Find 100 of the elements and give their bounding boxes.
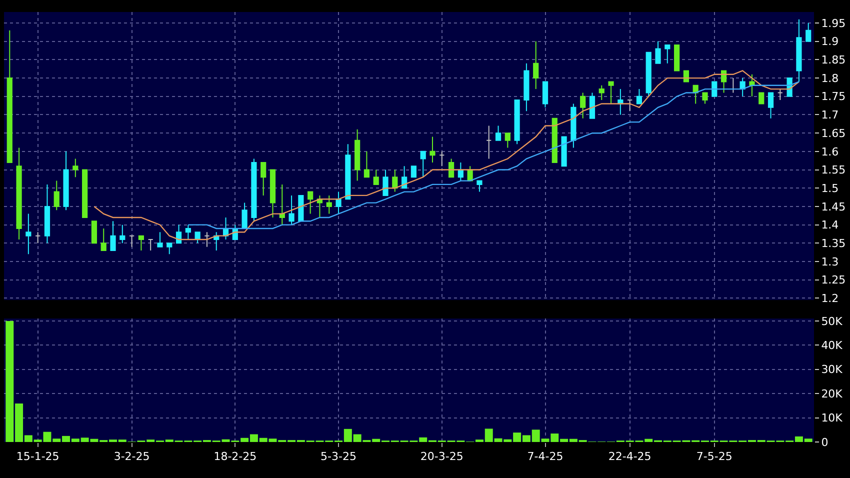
- candlestick: [542, 81, 548, 108]
- candlestick: [580, 92, 586, 119]
- candlestick: [749, 74, 755, 97]
- candlestick: [270, 169, 276, 218]
- candlestick: [430, 136, 436, 163]
- y-tick-label: 1.5: [821, 182, 839, 195]
- y-tick-label: 1.2: [821, 292, 839, 306]
- candlestick: [740, 78, 746, 97]
- candlestick: [476, 180, 482, 192]
- candlestick: [157, 232, 163, 248]
- y-tick-label: 0: [821, 436, 828, 449]
- y-tick-label: 1.3: [821, 255, 839, 268]
- candlestick: [336, 191, 342, 214]
- y-tick-label: 1.4: [821, 218, 839, 232]
- candlestick: [72, 158, 78, 178]
- candlestick: [392, 169, 398, 192]
- candlestick: [410, 166, 416, 178]
- candlestick: [279, 184, 285, 226]
- y-tick-label: 1.7: [821, 108, 839, 122]
- candlestick: [702, 92, 708, 104]
- candlestick: [674, 44, 680, 72]
- candlestick: [646, 52, 652, 97]
- candlestick: [514, 100, 520, 145]
- candlestick: [148, 239, 154, 251]
- candlestick: [35, 232, 41, 244]
- candlestick: [561, 136, 567, 167]
- candlestick: [655, 40, 661, 64]
- candlestick: [63, 150, 69, 211]
- candlestick: [382, 169, 388, 196]
- x-tick-label: 18-2-25: [214, 450, 257, 464]
- candlestick: [298, 194, 304, 222]
- candlestick: [6, 30, 12, 163]
- x-tick-label: 22-4-25: [608, 450, 652, 464]
- candlestick: [439, 150, 445, 167]
- y-tick-label: 1.95: [821, 16, 846, 30]
- candlestick: [420, 150, 426, 178]
- candlestick: [636, 88, 642, 104]
- candlestick: [504, 132, 510, 148]
- y-tick-label: 40K: [821, 339, 844, 352]
- x-tick-label: 7-5-25: [696, 450, 732, 464]
- y-tick-label: 1.6: [821, 145, 839, 158]
- candlestick: [768, 92, 774, 119]
- candlestick: [110, 220, 116, 251]
- candlestick: [166, 242, 172, 255]
- candlestick: [308, 191, 314, 214]
- candlestick: [608, 81, 614, 104]
- x-tick-label: 15-1-25: [16, 450, 60, 464]
- candlestick: [260, 162, 266, 196]
- y-tick-label: 1.65: [821, 126, 846, 140]
- x-tick-label: 3-2-25: [114, 450, 150, 464]
- candlestick: [82, 169, 88, 218]
- candlestick: [627, 100, 633, 112]
- y-tick-label: 1.55: [821, 164, 846, 177]
- candlestick: [16, 147, 22, 240]
- x-tick-label: 5-3-25: [320, 450, 356, 464]
- y-tick-label: 1.9: [821, 35, 839, 48]
- candlestick: [26, 213, 32, 255]
- x-tick-label: 7-4-25: [527, 450, 564, 464]
- candlestick: [288, 194, 294, 226]
- y-tick-label: 1.25: [821, 274, 846, 287]
- y-tick-label: 50K: [821, 314, 844, 328]
- candlestick: [54, 180, 60, 211]
- y-tick-label: 1.75: [821, 90, 846, 104]
- candlestick: [589, 92, 596, 119]
- candlestick: [176, 224, 182, 244]
- candlestick: [533, 40, 539, 90]
- candlestick: [796, 18, 802, 82]
- candlestick: [373, 169, 379, 185]
- candlestick: [495, 125, 502, 141]
- y-tick-label: 1.45: [821, 200, 846, 214]
- candlestick: [712, 81, 718, 97]
- candlestick: [138, 235, 144, 251]
- candlestick: [598, 84, 604, 101]
- candlestick: [128, 235, 135, 248]
- candlestick: [100, 228, 106, 251]
- candlestick: [664, 44, 670, 64]
- candlestick: [758, 92, 764, 104]
- y-tick-label: 1.8: [821, 72, 839, 85]
- candlestick: [44, 184, 50, 244]
- candlestick: [364, 150, 370, 178]
- y-tick-label: 30K: [821, 363, 844, 376]
- candlestick: [806, 22, 812, 42]
- line-series: [94, 70, 800, 240]
- candlestick: [777, 88, 783, 101]
- y-tick-label: 1.85: [821, 54, 846, 67]
- candlestick: [316, 194, 323, 218]
- candlestick: [720, 70, 727, 94]
- candlestick: [185, 224, 191, 240]
- x-tick-label: 20-3-25: [420, 450, 464, 464]
- y-tick-label: 1.35: [821, 237, 846, 250]
- candlestick: [552, 118, 558, 163]
- candlestick: [345, 144, 351, 200]
- candlestick: [251, 158, 257, 222]
- candlestick: [486, 125, 492, 160]
- candlestick: [120, 224, 126, 244]
- candlestick: [524, 62, 530, 112]
- line-series: [188, 81, 800, 230]
- candlestick: [214, 232, 220, 251]
- candlestick: [618, 88, 624, 116]
- candlestick: [91, 220, 98, 244]
